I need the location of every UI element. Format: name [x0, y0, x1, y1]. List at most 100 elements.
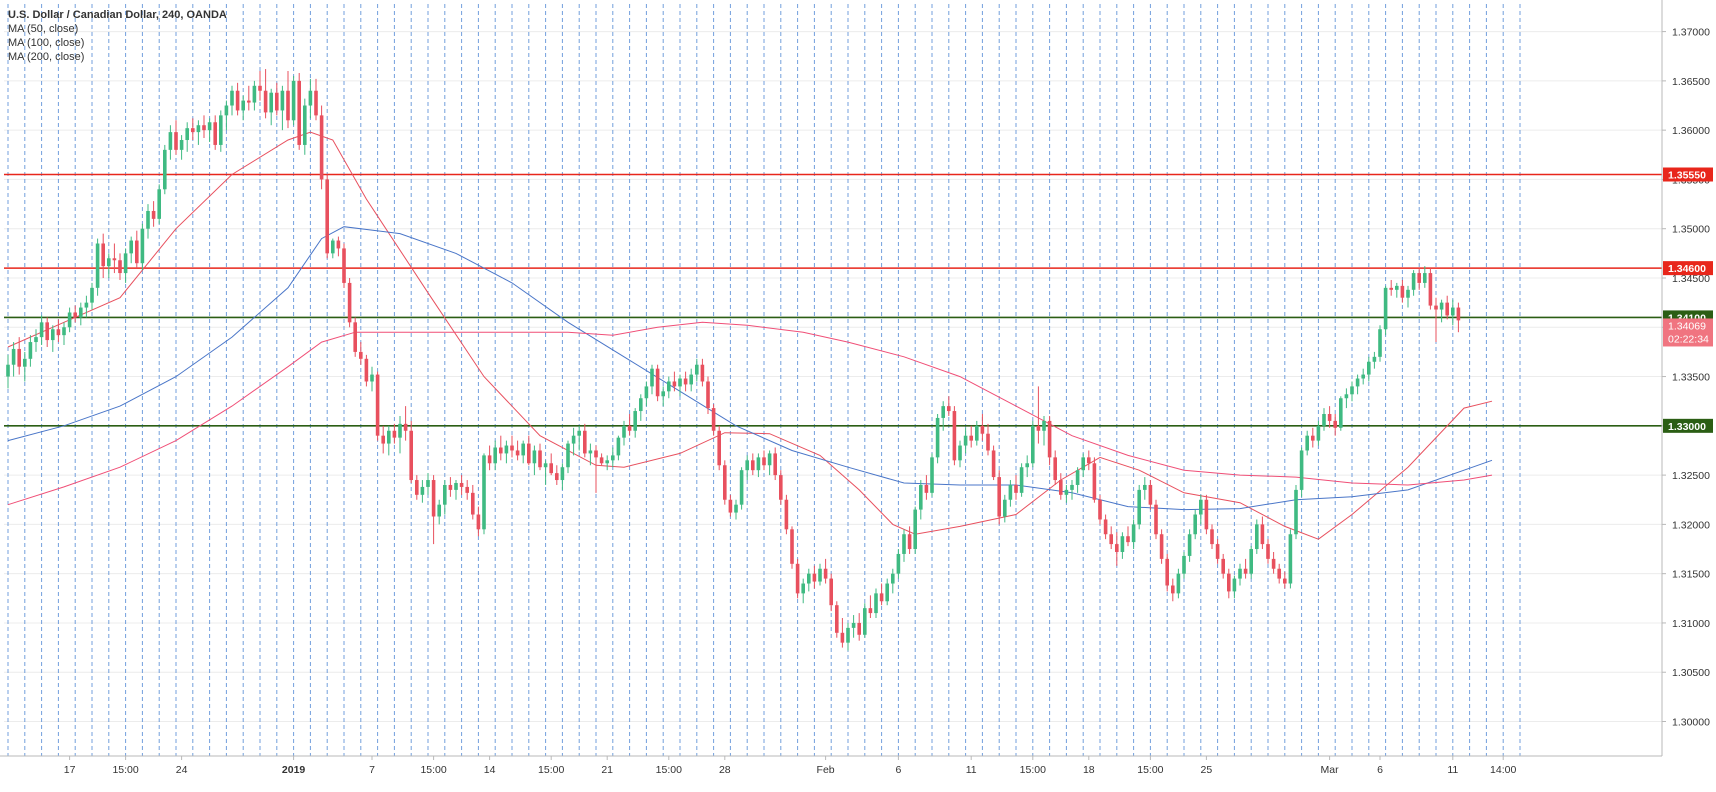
candle-body [1182, 555, 1186, 574]
candle [420, 480, 425, 503]
candle [73, 305, 77, 323]
candle [1025, 455, 1029, 478]
candle [784, 494, 789, 535]
candle [801, 578, 805, 604]
candle [1042, 415, 1046, 446]
candle [997, 470, 1001, 525]
candle [107, 253, 111, 278]
time-tick-label: 15:00 [656, 764, 682, 776]
candle-body [885, 583, 889, 602]
candle-body [1355, 378, 1360, 387]
candle [1137, 484, 1141, 530]
candle [1098, 494, 1102, 525]
candle-body [1115, 544, 1119, 552]
candle [224, 100, 229, 131]
candle-body [588, 450, 593, 454]
candle [459, 475, 464, 495]
candle [375, 371, 380, 441]
candle [1215, 539, 1220, 564]
candle [599, 453, 604, 466]
candle-body [146, 210, 150, 229]
candle [958, 440, 962, 468]
candle-body [476, 514, 481, 530]
candle [67, 307, 72, 333]
candle-body [135, 240, 139, 264]
candle [1406, 285, 1410, 308]
candle-body [241, 100, 245, 111]
candle [1439, 299, 1444, 323]
candle [1126, 526, 1130, 547]
price-tick-label: 1.31000 [1672, 618, 1710, 630]
candle-body [17, 348, 21, 367]
candle-body [667, 381, 671, 392]
grid-layer [4, 4, 1662, 756]
candle [398, 415, 402, 454]
candle [622, 420, 626, 446]
candle [1294, 484, 1298, 540]
candle-body [1283, 578, 1287, 584]
price-tick-label: 1.32500 [1672, 470, 1710, 482]
candle-body [734, 504, 738, 513]
candle [1182, 551, 1186, 579]
support-level-label-bg [1663, 418, 1713, 433]
time-tick-label: 7 [369, 764, 375, 776]
candle-body [650, 368, 654, 387]
candle-body [118, 260, 122, 274]
candle [1019, 463, 1024, 497]
candle [1165, 553, 1169, 592]
candle-body [1406, 289, 1410, 298]
time-tick-label: 6 [1377, 764, 1383, 776]
candle-body [1019, 467, 1024, 493]
candle-body [1423, 273, 1427, 283]
candle [1339, 396, 1343, 431]
candle-body [605, 460, 609, 464]
candle [991, 445, 996, 481]
candle-body [325, 179, 329, 254]
candle [90, 282, 94, 310]
candle-body [1047, 420, 1052, 458]
candle-body [1378, 329, 1382, 357]
candle-body [1176, 573, 1181, 594]
time-tick-label: 2019 [282, 764, 306, 776]
candle-body [835, 605, 839, 633]
candle-body [336, 240, 341, 249]
candle-body [11, 348, 16, 365]
candle-body [107, 258, 111, 267]
candle [157, 184, 161, 224]
candle [1322, 408, 1326, 431]
candle [23, 351, 27, 382]
candle-body [448, 484, 453, 490]
candle [1120, 532, 1125, 559]
candle-body [829, 578, 833, 606]
candle-body [538, 450, 542, 468]
candle-body [1316, 425, 1321, 441]
resistance-level-label-bg [1663, 261, 1713, 276]
candle-body [426, 480, 430, 487]
candle-body [952, 411, 957, 461]
candle [655, 364, 660, 402]
candle-body [359, 351, 363, 359]
candle-body [577, 430, 581, 436]
candle [219, 110, 223, 152]
candle [667, 376, 671, 399]
candle [1311, 427, 1315, 448]
candle-body [314, 90, 318, 116]
candle-body [1232, 578, 1237, 592]
candle [885, 578, 889, 606]
candle [1277, 563, 1281, 584]
candle-body [1064, 489, 1069, 495]
candle [1227, 568, 1231, 599]
ma100-line [7, 226, 1493, 511]
candle [975, 420, 979, 446]
candle-body [1204, 499, 1209, 530]
candle-body [174, 132, 178, 150]
candle-body [851, 622, 856, 628]
candle [6, 354, 10, 389]
candle [706, 376, 710, 415]
candle-body [1294, 489, 1298, 535]
candle [527, 435, 531, 466]
candle [123, 248, 128, 283]
candle [633, 408, 637, 438]
